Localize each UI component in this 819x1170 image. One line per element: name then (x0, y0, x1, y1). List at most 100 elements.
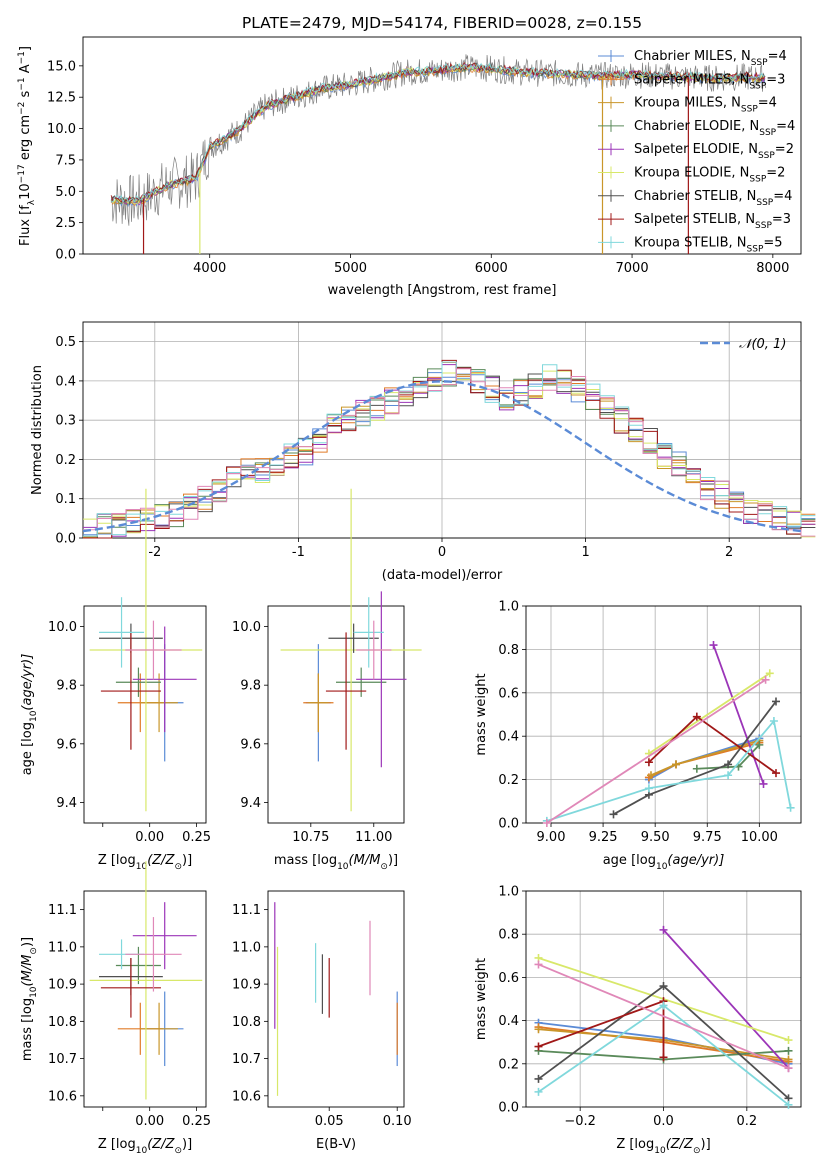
legend: Chabrier MILES, NSSP=4 Salpeter MILES, NS… (598, 49, 795, 254)
series-point (786, 803, 795, 812)
y-tick-label: 12.5 (47, 91, 76, 106)
x-axis-label: (data-model)/error (382, 568, 503, 583)
mass-weight-vs-z-axes: −0.2 0.0 0.2 0.0 0.2 0.4 0.6 0.8 1.0 (498, 885, 802, 1129)
y-tick-label: 9.6 (240, 737, 261, 752)
series-point (659, 1001, 668, 1010)
series-point (647, 771, 655, 780)
x-axis-label: wavelength [Angstrom, rest frame] (328, 283, 557, 298)
x-axis-label: Z [log10(Z/Z⊙)] (616, 1137, 710, 1156)
histogram-axes: -2 -1 0 1 2 0.0 0.1 0.2 0.3 0.4 0.5 (55, 321, 816, 560)
y-tick-label: 0.8 (498, 928, 519, 943)
y-tick-label: 0.0 (498, 817, 519, 832)
series-point (534, 1042, 543, 1051)
y-tick-label: 0.2 (55, 453, 76, 468)
histogram-salpeter-elodie (83, 364, 816, 537)
x-tick-label: −0.2 (564, 1114, 596, 1129)
series-salpeter-miles (648, 741, 760, 779)
x-tick-label: 6000 (475, 261, 508, 276)
series-point (709, 641, 718, 650)
histogram-kroupa-elodie (83, 370, 816, 538)
spectrum-axes: 4000 5000 6000 7000 8000 0.0 2.5 5.0 7.5 10.0 12.5… (47, 36, 802, 276)
y-tick-label: 0.0 (498, 1101, 519, 1116)
legend-label: Chabrier MILES, NSSP=4 (634, 49, 787, 68)
y-tick-label: 0.0 (55, 532, 76, 547)
series-point (644, 758, 653, 767)
y-tick-label: 2.5 (55, 216, 76, 231)
y-tick-label: 0.2 (498, 773, 519, 788)
x-tick-label: -1 (292, 545, 305, 560)
y-tick-label: 9.4 (240, 796, 261, 811)
histogram-pink (83, 368, 816, 537)
legend-label: Chabrier ELODIE, NSSP=4 (634, 119, 795, 138)
histogram-salpeter-stelib (83, 359, 816, 539)
series-point (724, 760, 733, 769)
mass-vs-z-axes: 0.00 0.25 10.6 10.7 10.8 10.9 11.0 11.1 (48, 861, 211, 1129)
x-axis-label: mass [log10(M/M⊙)] (274, 853, 398, 872)
y-tick-label: 0.4 (55, 374, 76, 389)
x-tick-label: 7000 (616, 261, 649, 276)
y-tick-label: 9.8 (240, 679, 261, 694)
legend-label: Kroupa MILES, NSSP=4 (634, 96, 777, 115)
chart-title: PLATE=2479, MJD=54174, FIBERID=0028, z=0… (242, 14, 642, 32)
y-tick-label: 15.0 (47, 59, 76, 74)
series-point (534, 1074, 543, 1083)
y-tick-label: 11.1 (232, 903, 261, 918)
histogram-kroupa-stelib (83, 361, 816, 537)
legend-label: Chabrier STELIB, NSSP=4 (634, 189, 792, 208)
y-tick-label: 10.8 (48, 1015, 77, 1030)
series-kroupa-elodie (648, 672, 771, 755)
y-tick-label: 11.0 (48, 940, 77, 955)
y-tick-label: 0.4 (498, 730, 519, 745)
y-tick-label: 0.5 (55, 335, 76, 350)
x-tick-label: 0.25 (182, 830, 211, 845)
y-axis-label: mass weight (474, 673, 489, 755)
y-tick-label: 1.0 (498, 885, 519, 900)
series-point (761, 675, 770, 684)
y-tick-label: 10.7 (48, 1052, 77, 1067)
series-point (772, 697, 780, 706)
y-axis-label: Flux [fλ10−17 erg cm−2 s−1 A−1] (17, 46, 37, 246)
x-tick-label: 5000 (334, 261, 367, 276)
x-axis-label: Z [log10(Z/Z⊙)] (98, 853, 192, 872)
model-spectrum-salpeter-stelib (110, 61, 766, 203)
series-point (784, 1100, 793, 1109)
x-tick-label: 0.00 (135, 1114, 164, 1129)
x-tick-label: 1 (581, 545, 589, 560)
series-point (644, 784, 653, 793)
x-tick-label: 9.25 (589, 830, 618, 845)
series-point (784, 1064, 793, 1073)
y-tick-label: 5.0 (55, 185, 76, 200)
histogram-chabrier-stelib (83, 367, 816, 539)
axes-frame (82, 321, 802, 539)
series-point (534, 1025, 543, 1034)
legend-normal-label: 𝒩(0, 1) (739, 337, 786, 352)
y-tick-label: 0.6 (498, 971, 519, 986)
x-tick-label: 0.00 (135, 830, 164, 845)
y-tick-label: 10.7 (232, 1052, 261, 1067)
series-point (784, 1055, 793, 1064)
y-tick-label: 10.0 (47, 122, 76, 137)
x-tick-label: 4000 (193, 261, 226, 276)
age-vs-z-axes: 0.00 0.25 9.4 9.6 9.8 10.0 (48, 488, 211, 845)
series-point (672, 760, 680, 769)
axes-frame (83, 890, 207, 1108)
x-tick-label: 0 (438, 545, 446, 560)
y-axis-label: Normed distribution (30, 365, 45, 495)
y-tick-label: 0.3 (55, 414, 76, 429)
y-tick-label: 0.4 (498, 1014, 519, 1029)
series-pink (538, 963, 789, 1069)
x-tick-label: 8000 (756, 261, 789, 276)
x-axis-label: E(B-V) (316, 1137, 356, 1152)
y-tick-label: 9.8 (56, 679, 77, 694)
series-point (772, 769, 780, 778)
spectrum-traces (110, 54, 767, 254)
x-tick-label: 10.75 (292, 830, 329, 845)
y-axis-label: mass [log10(M/M⊙)] (20, 937, 39, 1061)
legend-label: Kroupa STELIB, NSSP=5 (634, 235, 783, 254)
axes-frame (525, 605, 802, 824)
model-spectrum-kroupa-stelib (110, 62, 766, 204)
normal-curve (82, 380, 802, 533)
x-tick-label: 0.10 (383, 1114, 412, 1129)
series-point (609, 810, 618, 819)
